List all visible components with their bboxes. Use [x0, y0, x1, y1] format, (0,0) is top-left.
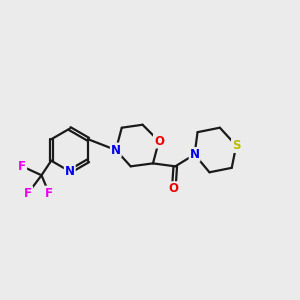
Text: O: O: [154, 135, 164, 148]
Text: F: F: [18, 160, 26, 173]
Text: N: N: [111, 143, 121, 157]
Text: N: N: [65, 165, 75, 178]
Text: F: F: [45, 187, 53, 200]
Text: O: O: [169, 182, 179, 195]
Text: N: N: [190, 148, 200, 161]
Text: F: F: [24, 187, 32, 200]
Text: S: S: [232, 139, 240, 152]
